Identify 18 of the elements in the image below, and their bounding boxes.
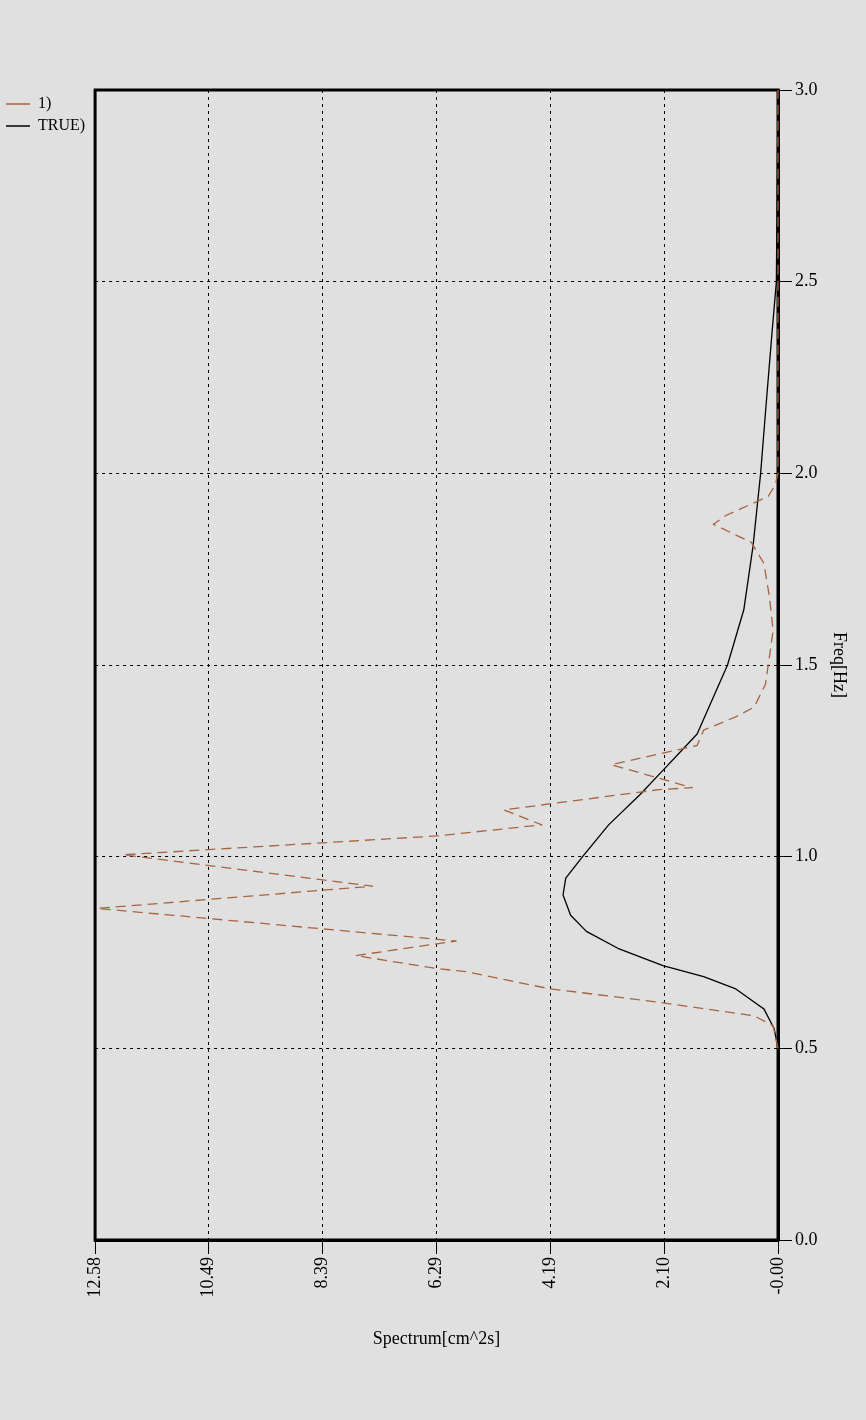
x-tick-label: 4.19 (539, 1257, 560, 1289)
y-tick-label: 2.0 (795, 462, 818, 483)
x-axis-title: Spectrum[cm^2s] (372, 1327, 501, 1348)
y-tick-label: 2.5 (795, 270, 818, 291)
x-tick-label: -0.00 (766, 1257, 787, 1295)
y-tick-label: 0.0 (795, 1228, 818, 1249)
legend-label: 1) (38, 94, 52, 113)
legend-label: TRUE) (38, 116, 86, 135)
x-tick-label: 10.49 (197, 1257, 218, 1298)
y-tick-label: 1.5 (795, 653, 818, 674)
x-tick-label: 6.29 (425, 1257, 446, 1289)
y-tick-label: 0.5 (795, 1037, 818, 1058)
x-tick-label: 8.39 (311, 1257, 332, 1289)
y-tick-label: 3.0 (795, 78, 818, 99)
y-axis-title: Freq[Hz] (830, 632, 851, 698)
y-tick-label: 1.0 (795, 845, 818, 866)
x-tick-label: 12.58 (83, 1257, 104, 1298)
x-tick-label: 2.10 (652, 1257, 673, 1289)
